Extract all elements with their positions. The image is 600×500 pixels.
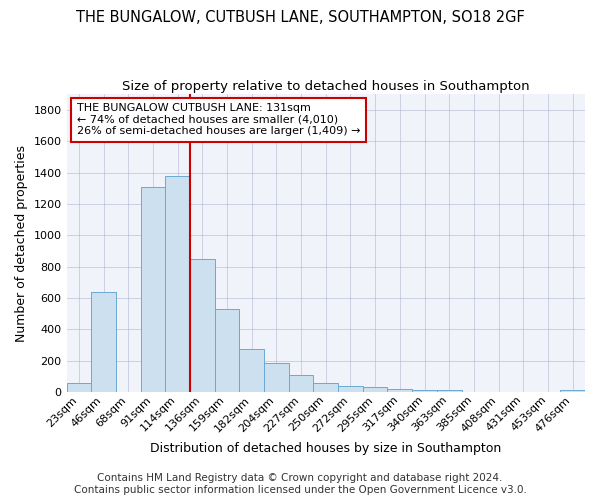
Text: THE BUNGALOW, CUTBUSH LANE, SOUTHAMPTON, SO18 2GF: THE BUNGALOW, CUTBUSH LANE, SOUTHAMPTON,… bbox=[76, 10, 524, 25]
Bar bbox=[338, 386, 363, 392]
Bar bbox=[140, 186, 165, 392]
Bar bbox=[289, 376, 313, 392]
Bar bbox=[165, 176, 190, 392]
Bar bbox=[190, 260, 215, 392]
Bar bbox=[313, 382, 338, 392]
Y-axis label: Number of detached properties: Number of detached properties bbox=[15, 144, 28, 342]
Bar bbox=[91, 292, 116, 392]
Text: THE BUNGALOW CUTBUSH LANE: 131sqm
← 74% of detached houses are smaller (4,010)
2: THE BUNGALOW CUTBUSH LANE: 131sqm ← 74% … bbox=[77, 103, 361, 136]
Bar bbox=[67, 384, 91, 392]
Text: Contains HM Land Registry data © Crown copyright and database right 2024.
Contai: Contains HM Land Registry data © Crown c… bbox=[74, 474, 526, 495]
Bar bbox=[437, 390, 461, 392]
X-axis label: Distribution of detached houses by size in Southampton: Distribution of detached houses by size … bbox=[150, 442, 502, 455]
Title: Size of property relative to detached houses in Southampton: Size of property relative to detached ho… bbox=[122, 80, 530, 93]
Bar bbox=[215, 309, 239, 392]
Bar bbox=[264, 363, 289, 392]
Bar bbox=[363, 387, 388, 392]
Bar bbox=[412, 390, 437, 392]
Bar bbox=[560, 390, 585, 392]
Bar bbox=[388, 389, 412, 392]
Bar bbox=[239, 349, 264, 392]
